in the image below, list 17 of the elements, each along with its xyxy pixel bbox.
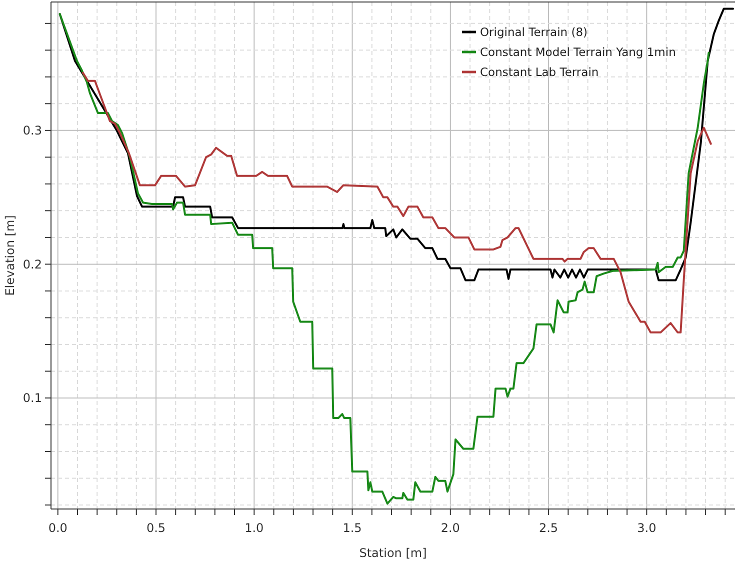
y-tick-label: 0.2 (22, 257, 42, 272)
x-tick-label: 0.5 (146, 521, 166, 535)
legend-label: Constant Model Terrain Yang 1min (480, 45, 676, 60)
x-tick-label: 3.0 (637, 521, 656, 535)
legend-label: Original Terrain (8) (480, 25, 588, 40)
x-axis-title: Station [m] (359, 546, 427, 560)
line-series (58, 13, 710, 505)
y-tick-label: 0.1 (22, 391, 42, 406)
y-axis-title: Elevation [m] (3, 215, 17, 296)
line-series (58, 8, 734, 282)
x-tick-label: 2.0 (440, 521, 460, 535)
y-tick-label: 0.3 (22, 124, 42, 138)
x-tick-label: 1.0 (244, 521, 264, 535)
x-tick-label: 0.0 (48, 521, 68, 535)
x-tick-label: 2.5 (538, 521, 558, 535)
x-tick-label: 1.5 (342, 521, 362, 535)
legend-label: Constant Lab Terrain (480, 65, 599, 80)
